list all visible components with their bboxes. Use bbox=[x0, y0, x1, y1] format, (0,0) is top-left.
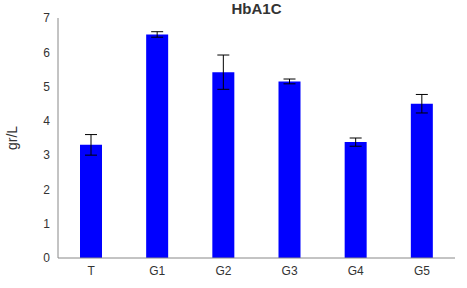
svg-text:G5: G5 bbox=[414, 264, 430, 278]
svg-text:G2: G2 bbox=[215, 264, 231, 278]
svg-text:2: 2 bbox=[43, 183, 50, 197]
svg-text:gr/L: gr/L bbox=[8, 126, 20, 150]
svg-text:5: 5 bbox=[43, 80, 50, 94]
svg-text:G4: G4 bbox=[348, 264, 364, 278]
svg-text:G1: G1 bbox=[149, 264, 165, 278]
svg-text:4: 4 bbox=[43, 114, 50, 128]
html-text:HbA1C: HbA1C bbox=[231, 0, 282, 17]
svg-text:6: 6 bbox=[43, 46, 50, 60]
svg-text:7: 7 bbox=[43, 11, 50, 25]
svg-text:T: T bbox=[87, 264, 95, 278]
svg-text:0: 0 bbox=[43, 251, 50, 265]
svg-text:1: 1 bbox=[43, 217, 50, 231]
svg-text:G3: G3 bbox=[282, 264, 298, 278]
svg-text:3: 3 bbox=[43, 148, 50, 162]
